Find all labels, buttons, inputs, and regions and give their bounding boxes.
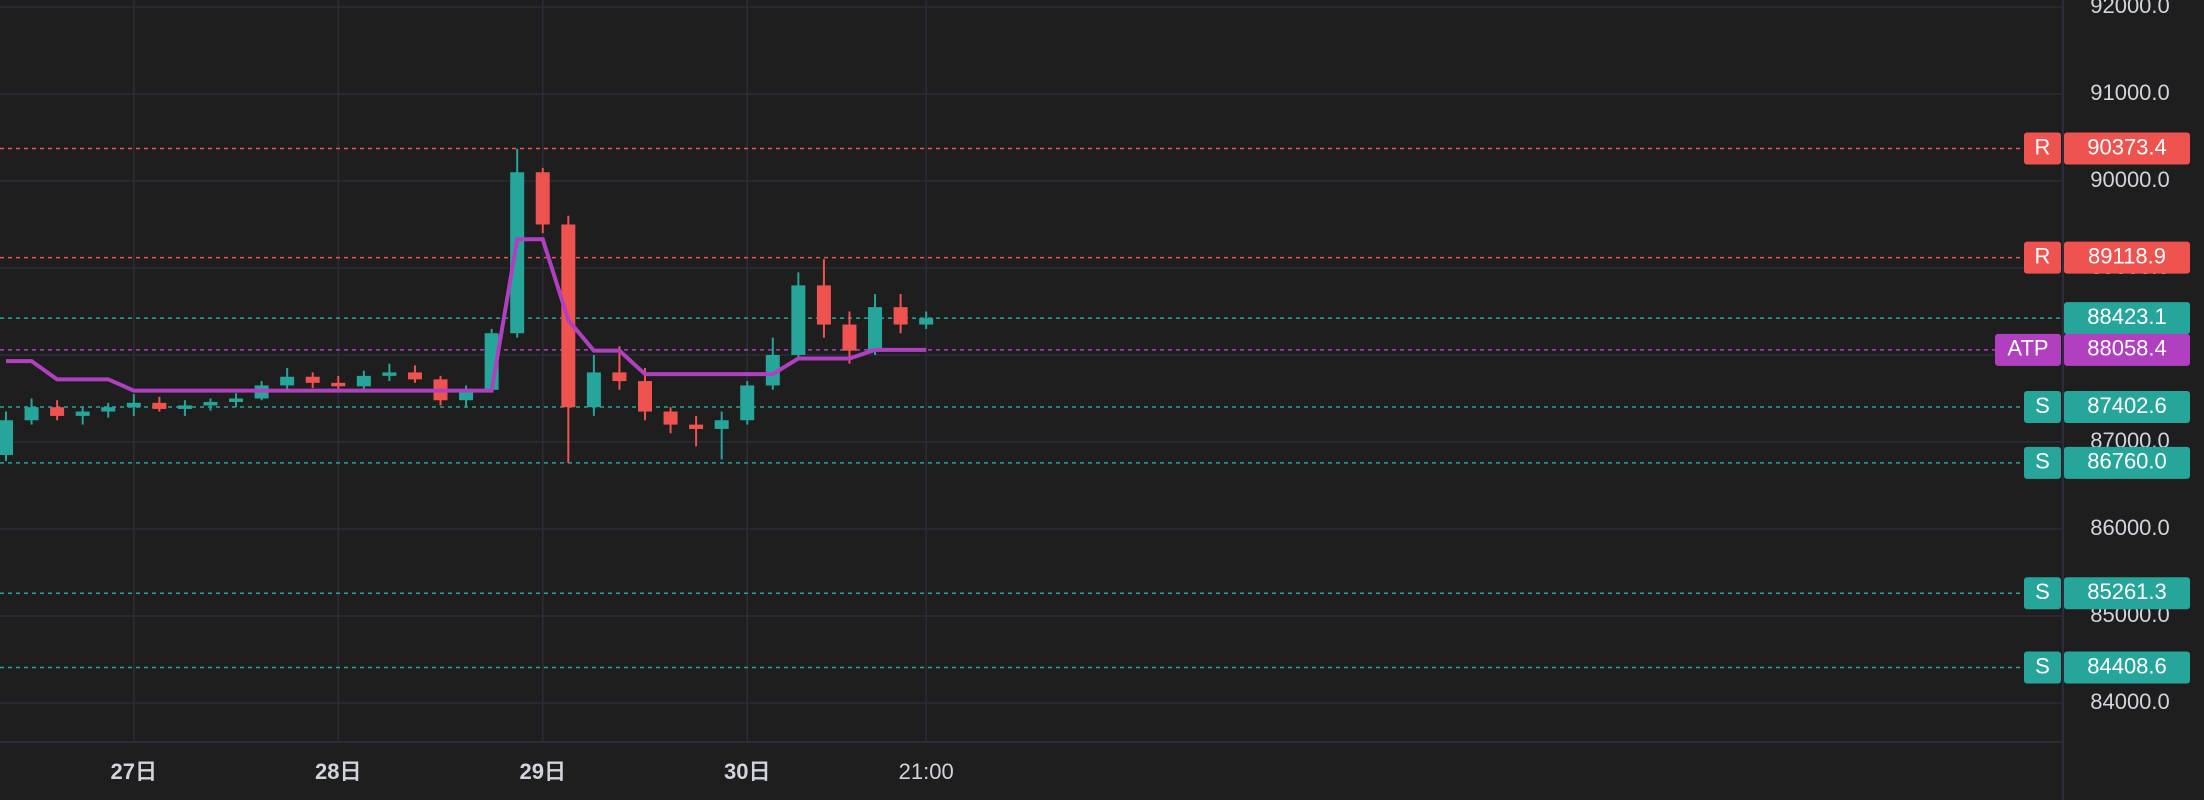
candle-body: [459, 389, 474, 401]
price-badge: [2064, 651, 2190, 684]
candle-body: [714, 420, 729, 429]
x-tick-label: 21:00: [899, 759, 954, 784]
price-badge: [2064, 333, 2190, 366]
price-badge: [2064, 446, 2190, 479]
candle-body: [356, 375, 371, 387]
candle-body: [765, 354, 780, 386]
candle-body: [791, 285, 806, 355]
price-badge: [2064, 390, 2190, 423]
candle-body: [689, 424, 704, 429]
candle-body: [612, 372, 627, 382]
candle-body: [203, 401, 218, 406]
candle-body: [816, 285, 831, 325]
candle-body: [177, 405, 192, 409]
candle-body: [842, 324, 857, 351]
candle-body: [101, 407, 116, 412]
y-tick-label: 90000.0: [2090, 167, 2170, 192]
price-badge-label: 89118.9: [2088, 243, 2166, 268]
candle-body: [663, 411, 678, 425]
candle-body: [305, 376, 320, 383]
candle-body: [638, 381, 652, 412]
candle-body: [50, 407, 65, 416]
candle-body: [382, 372, 397, 376]
price-badge-label: 90373.4: [2087, 134, 2167, 159]
price-badge-label: 88423.1: [2087, 304, 2167, 329]
price-badge-label: 87402.6: [2087, 393, 2167, 418]
price-badge: [2064, 577, 2190, 610]
price-badge: [2064, 241, 2190, 274]
level-tag-label: S: [2035, 393, 2050, 418]
candle-body: [280, 376, 295, 386]
candle-body: [126, 402, 141, 408]
level-tag-label: S: [2035, 653, 2050, 678]
x-tick-label: 27日: [111, 759, 157, 784]
level-tag: [2024, 390, 2061, 423]
candle-body: [510, 172, 525, 334]
candle-body: [0, 420, 13, 456]
y-tick-label: 84000.0: [2090, 689, 2170, 714]
level-tag: [2024, 446, 2061, 479]
candle-body: [893, 307, 908, 325]
level-tag: [2024, 651, 2061, 684]
price-badge-label: 88058.4: [2087, 336, 2167, 361]
x-tick-label: 30日: [724, 759, 770, 784]
level-tag-label: R: [2035, 134, 2051, 159]
candle-body: [152, 402, 167, 409]
level-tag-label: ATP: [2007, 336, 2048, 361]
candle-body: [535, 172, 550, 225]
level-tag: [2024, 241, 2061, 274]
price-badge: [2064, 302, 2190, 335]
level-tag: [2024, 132, 2061, 165]
candle-body: [407, 372, 422, 380]
price-badge-label: 85261.3: [2087, 579, 2167, 604]
x-tick-label: 29日: [520, 759, 566, 784]
level-tag-label: S: [2035, 579, 2050, 604]
candle-body: [740, 385, 755, 421]
price-badge-label: 86760.0: [2087, 449, 2167, 474]
level-tag-label: S: [2035, 449, 2050, 474]
y-tick-label: 91000.0: [2090, 80, 2170, 105]
candle-body: [229, 398, 244, 402]
candle-body: [868, 307, 883, 351]
candle-body: [75, 411, 90, 416]
candle-body: [919, 318, 934, 325]
level-tag-label: R: [2035, 243, 2051, 268]
level-tag: [2024, 577, 2061, 610]
price-badge: [2064, 132, 2190, 165]
level-tag: [1995, 333, 2061, 366]
candle-body: [331, 382, 346, 387]
x-tick-label: 28日: [315, 759, 361, 784]
atp-line: [6, 237, 927, 393]
candle-body: [24, 407, 39, 421]
candle-body: [586, 372, 601, 408]
price-badge-label: 84408.6: [2087, 653, 2167, 678]
y-tick-label: 86000.0: [2090, 515, 2170, 540]
y-tick-label: 92000.0: [2090, 0, 2170, 18]
